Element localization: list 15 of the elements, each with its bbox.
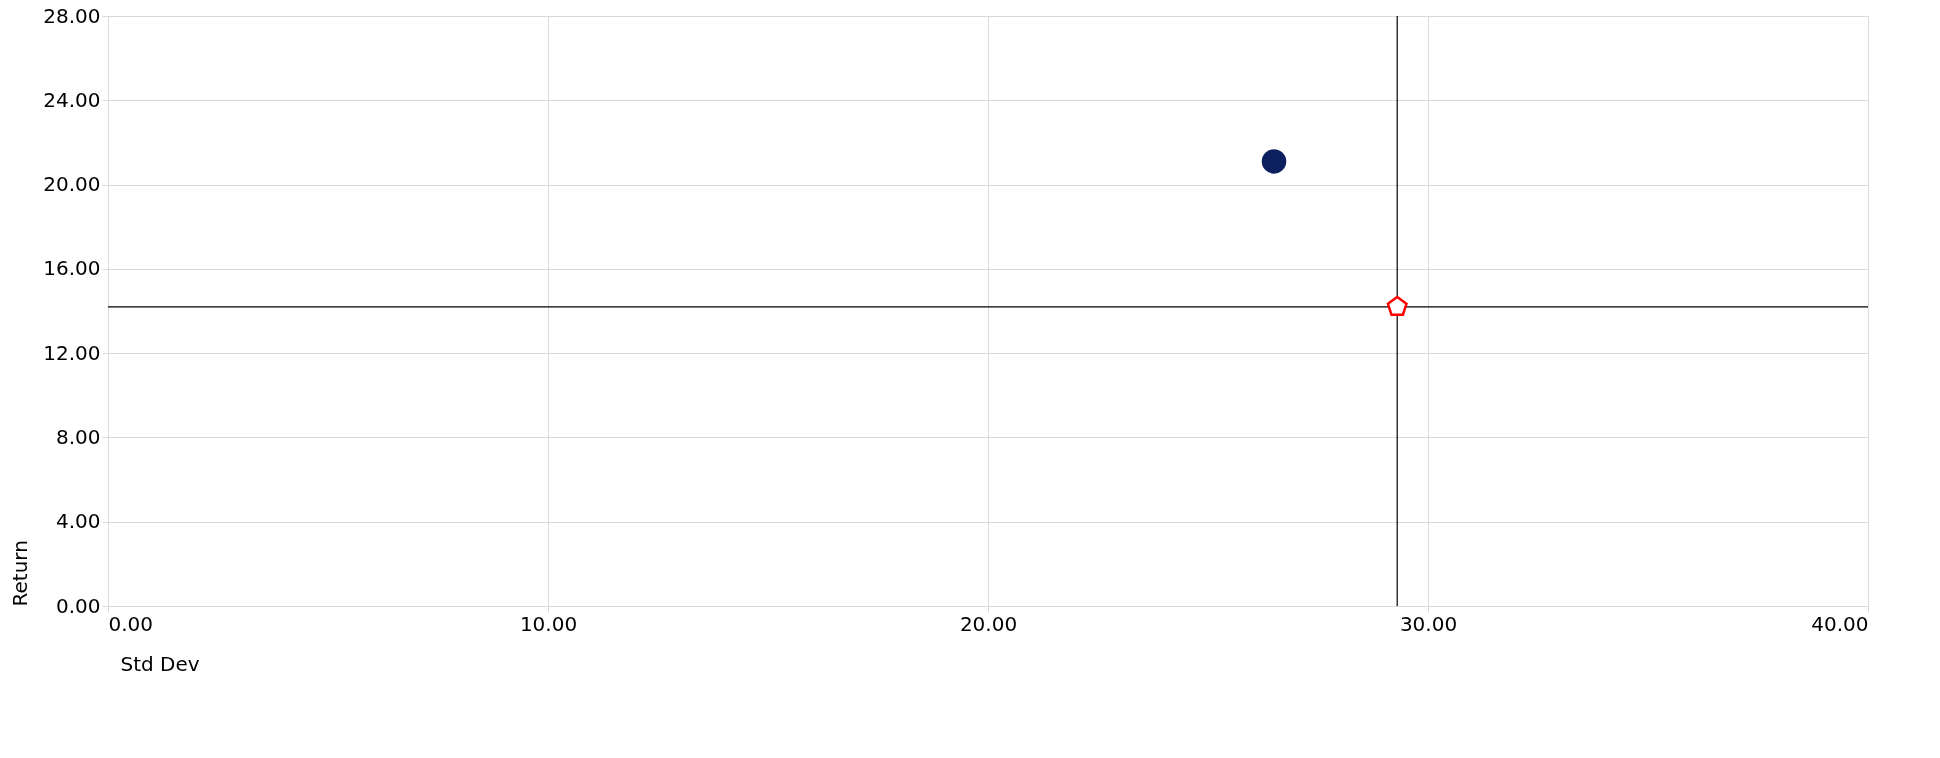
x-tick-label: 40.00 (1811, 611, 1869, 636)
y-tick-label: 24.00 (43, 87, 101, 112)
y-tick-label: 8.00 (55, 424, 101, 449)
y-tick-label: 16.00 (43, 256, 101, 281)
y-tick-label: 28.00 (43, 3, 101, 28)
y-tick-label: 0.00 (55, 593, 101, 618)
y-tick-label: 20.00 (43, 172, 101, 197)
y-tick-label: 12.00 (43, 340, 101, 365)
x-axis-title: Std Dev (120, 651, 200, 676)
x-tick-label: 20.00 (959, 611, 1018, 636)
x-tick-label: 30.00 (1399, 611, 1458, 636)
x-tick-label: 10.00 (519, 611, 578, 636)
x-tick-label: 0.00 (108, 611, 154, 636)
y-tick-label: 4.00 (55, 509, 101, 534)
y-axis-title: Return (8, 540, 33, 607)
